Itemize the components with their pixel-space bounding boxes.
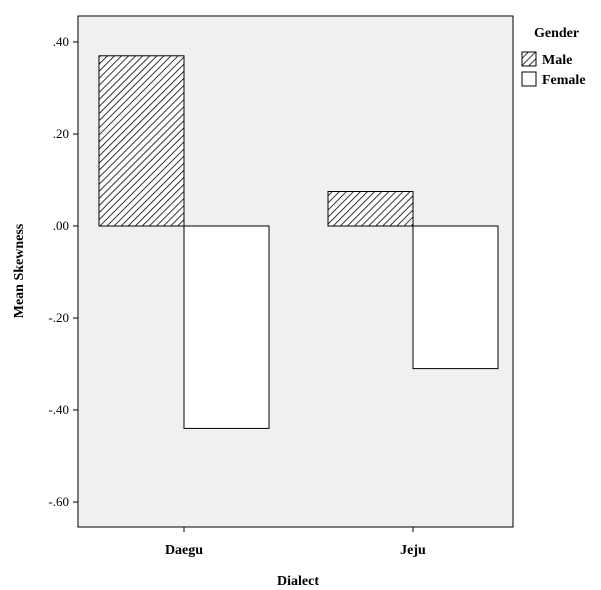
legend-title: Gender xyxy=(534,26,579,41)
bar-male-daegu xyxy=(98,55,185,227)
y-tick-label: .00 xyxy=(53,218,69,233)
legend-label-female: Female xyxy=(542,73,586,88)
bars-layer xyxy=(98,55,499,429)
legend-swatch-female xyxy=(521,71,537,87)
legend-swatch-male xyxy=(521,51,537,67)
y-axis-title: Mean Skewness xyxy=(12,223,27,318)
y-tick-label: -.40 xyxy=(48,402,69,417)
x-axis: Daegu Jeju xyxy=(165,527,426,558)
x-tick-label-jeju: Jeju xyxy=(400,543,426,558)
y-axis: .40 .20 .00 -.20 -.40 -.60 xyxy=(48,34,78,509)
bar-female-daegu xyxy=(183,225,270,429)
legend-label-male: Male xyxy=(542,53,572,68)
bar-male-jeju xyxy=(327,191,414,227)
y-tick-label: -.60 xyxy=(48,494,69,509)
y-tick-label: -.20 xyxy=(48,310,69,325)
x-axis-title: Dialect xyxy=(277,574,319,589)
legend: Gender Male Female xyxy=(521,26,586,88)
y-tick-label: .20 xyxy=(53,126,69,141)
bar-female-jeju xyxy=(412,225,499,370)
y-tick-label: .40 xyxy=(53,34,69,49)
x-tick-label-daegu: Daegu xyxy=(165,543,203,558)
